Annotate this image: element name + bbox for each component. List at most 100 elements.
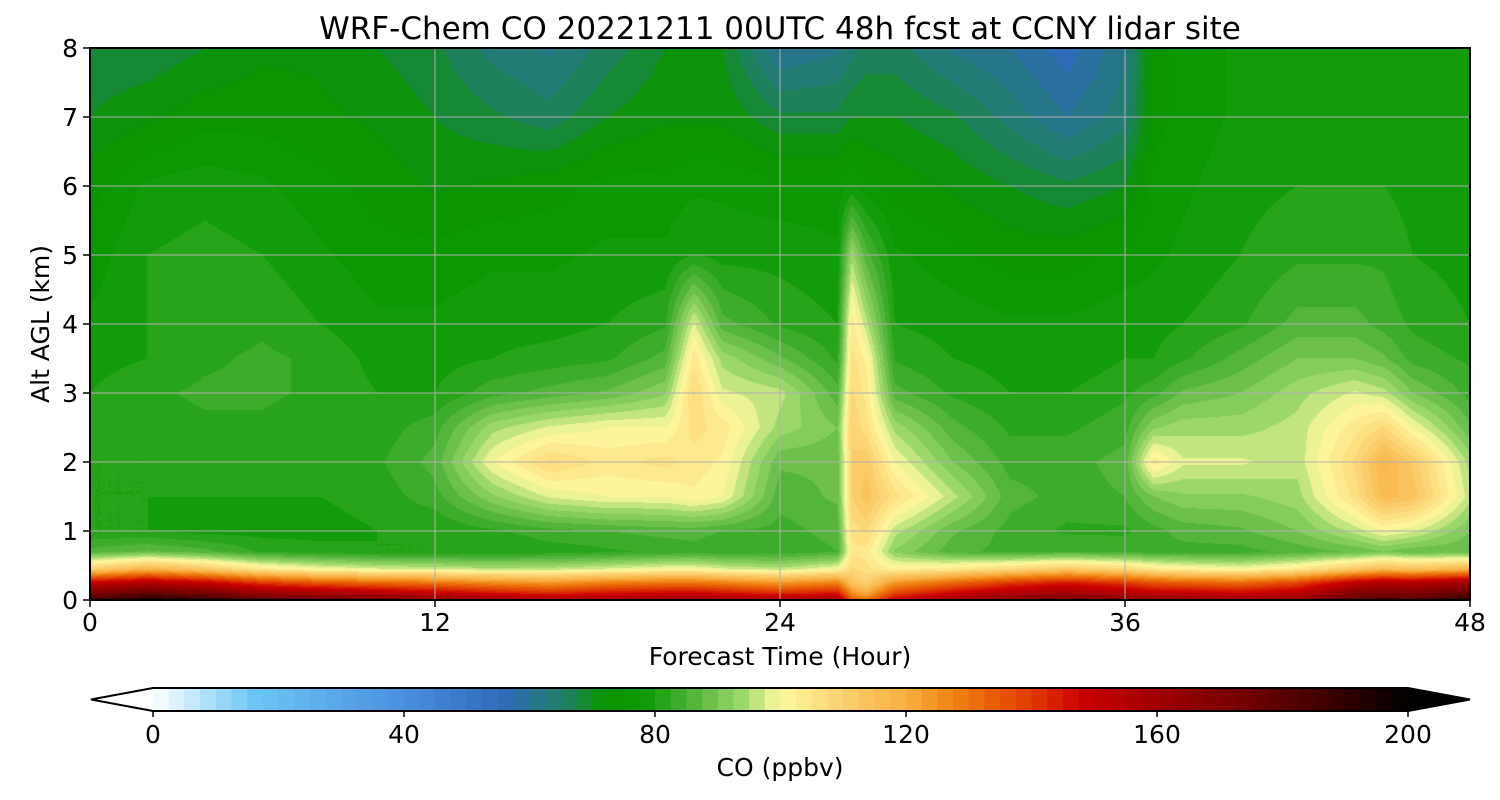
y-axis-label: Alt AGL (km) [26,245,55,403]
colorbar-level [466,688,484,711]
colorbar-level [717,688,735,711]
y-tick-label-7: 7 [62,103,78,132]
colorbar-tick-label-5: 200 [1384,720,1432,749]
colorbar-level [1094,688,1111,711]
colorbar-level [670,688,687,711]
colorbar-level [1109,688,1127,711]
colorbar-level [419,688,436,711]
colorbar-level [780,688,797,711]
colorbar-level [1360,688,1378,711]
colorbar-level [1251,688,1268,711]
colorbar-level [811,688,829,711]
colorbar-level [1313,688,1331,711]
y-tick-label-3: 3 [62,379,78,408]
colorbar-level [858,688,876,711]
colorbar-level [325,688,342,711]
colorbar-level [1235,688,1252,711]
colorbar-tick-label-0: 0 [145,720,161,749]
chart-title: WRF-Chem CO 20221211 00UTC 48h fcst at C… [319,11,1241,47]
colorbar-level [1329,688,1346,711]
colorbar-level [702,688,719,711]
colorbar-level [262,688,280,711]
y-tick-label-0: 0 [62,586,78,615]
colorbar-level [639,688,656,711]
colorbar-level [1000,688,1017,711]
colorbar-under-arrow [91,688,153,711]
colorbar-level [278,688,295,711]
colorbar-level [294,688,311,711]
colorbar-level [623,688,640,711]
colorbar-level [1219,688,1237,711]
x-tick-label-1: 12 [419,608,451,637]
colorbar-level [796,688,813,711]
colorbar-tick-label-1: 40 [388,720,420,749]
colorbar-level [1047,688,1064,711]
x-axis-label: Forecast Time (Hour) [649,642,912,671]
colorbar-level [498,688,515,711]
y-tick-label-5: 5 [62,241,78,270]
colorbar-level [184,688,201,711]
colorbar-level [874,688,891,711]
colorbar-level [1376,688,1393,711]
colorbar-level [968,688,986,711]
colorbar-level [451,688,468,711]
colorbar-level [906,688,923,711]
colorbar-level [607,688,625,711]
colorbar-level [576,688,593,711]
colorbar-level [592,688,609,711]
colorbar-level [843,688,860,711]
colorbar-level [1031,688,1048,711]
colorbar-level [733,688,750,711]
colorbar-level [984,688,1001,711]
colorbar-level [686,688,703,711]
colorbar-level [1172,688,1189,711]
colorbar-level [827,688,844,711]
y-tick-label-4: 4 [62,310,78,339]
colorbar-level [921,688,938,711]
colorbar-level [1078,688,1095,711]
colorbar-tick-label-2: 80 [639,720,671,749]
colorbar-level [482,688,499,711]
colorbar-level [341,688,358,711]
colorbar-level [513,688,531,711]
x-axis-ticks: 0 12 24 36 48 [82,600,1486,637]
colorbar-level [215,688,233,711]
colorbar-level [404,688,421,711]
colorbar [90,687,1471,712]
colorbar-level [560,688,578,711]
colorbar-level [1345,688,1362,711]
colorbar-level [655,688,672,711]
colorbar-level [953,688,970,711]
x-tick-label-4: 48 [1454,608,1486,637]
colorbar-level [153,688,170,711]
colorbar-level [1392,688,1409,711]
colorbar-level [937,688,954,711]
colorbar-level [200,688,217,711]
colorbar-level [749,688,766,711]
colorbar-level [372,688,389,711]
colorbar-ticks: 0 40 80 120 160 200 [145,711,1432,749]
colorbar-level [890,688,907,711]
y-axis-ticks: 0 1 2 3 4 5 6 7 8 [62,34,90,615]
colorbar-level [231,688,248,711]
x-tick-label-2: 24 [764,608,796,637]
colorbar-tick-label-4: 160 [1133,720,1181,749]
colorbar-level [1204,688,1221,711]
y-tick-label-1: 1 [62,517,78,546]
x-tick-label-3: 36 [1109,608,1141,637]
colorbar-level [529,688,546,711]
x-tick-label-0: 0 [82,608,98,637]
colorbar-level [435,688,452,711]
y-tick-label-2: 2 [62,448,78,477]
y-tick-label-6: 6 [62,172,78,201]
colorbar-level [1282,688,1299,711]
colorbar-level [1188,688,1205,711]
colorbar-level [764,688,782,711]
colorbar-level [1298,688,1315,711]
colorbar-level [388,688,405,711]
colorbar-level [1062,688,1080,711]
colorbar-level [1141,688,1158,711]
colorbar-level [1266,688,1284,711]
colorbar-level [309,688,327,711]
